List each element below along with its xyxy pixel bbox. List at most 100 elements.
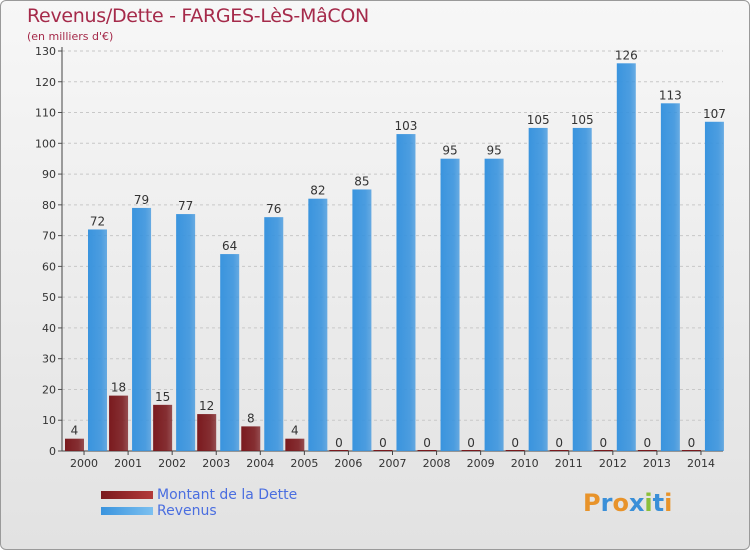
x-tick-label: 2005 xyxy=(290,457,318,470)
x-tick-label: 2008 xyxy=(423,457,451,470)
logo-letter: r xyxy=(600,489,613,517)
bar-dette xyxy=(549,450,569,451)
bar-dette xyxy=(285,438,305,451)
bar-dette xyxy=(505,450,525,451)
x-tick-label: 2011 xyxy=(555,457,583,470)
data-label: 105 xyxy=(571,113,594,127)
x-tick-label: 2007 xyxy=(379,457,407,470)
data-label: 4 xyxy=(291,424,299,438)
data-label: 0 xyxy=(423,436,431,450)
bar-revenus xyxy=(220,254,240,451)
bar-revenus xyxy=(484,158,504,451)
y-tick-label: 120 xyxy=(35,76,56,89)
x-tick-label: 2010 xyxy=(511,457,539,470)
y-tick-label: 40 xyxy=(42,322,56,335)
legend-label-revenus: Revenus xyxy=(157,503,217,519)
x-tick-label: 2013 xyxy=(643,457,671,470)
bar-revenus xyxy=(352,189,372,451)
data-label: 103 xyxy=(395,119,418,133)
bar-revenus xyxy=(308,198,328,451)
bar-revenus xyxy=(572,127,592,451)
bar-dette xyxy=(153,404,173,451)
data-label: 64 xyxy=(222,239,237,253)
data-label: 76 xyxy=(266,202,281,216)
y-tick-label: 60 xyxy=(42,260,56,273)
data-label: 95 xyxy=(442,144,457,158)
legend: Montant de la Dette Revenus xyxy=(101,487,297,519)
bar-dette xyxy=(417,450,437,451)
logo-letter: P xyxy=(583,489,601,517)
x-tick-label: 2006 xyxy=(334,457,362,470)
bar-dette xyxy=(65,438,84,451)
bar-revenus xyxy=(132,207,152,451)
legend-swatch-dette xyxy=(101,491,153,499)
bar-dette xyxy=(241,426,261,451)
data-label: 113 xyxy=(659,88,682,102)
logo-letter: t xyxy=(652,489,665,517)
bar-dette xyxy=(329,450,349,451)
data-label: 107 xyxy=(703,107,726,121)
data-label: 0 xyxy=(511,436,519,450)
x-tick-label: 2012 xyxy=(599,457,627,470)
x-tick-label: 2004 xyxy=(246,457,274,470)
x-tick-label: 2000 xyxy=(70,457,98,470)
y-tick-label: 80 xyxy=(42,199,56,212)
data-label: 82 xyxy=(310,184,325,198)
bar-revenus xyxy=(176,214,196,451)
data-label: 0 xyxy=(599,436,607,450)
legend-label-dette: Montant de la Dette xyxy=(157,487,298,503)
data-label: 0 xyxy=(555,436,563,450)
logo-letter: i xyxy=(644,489,653,517)
y-tick-label: 0 xyxy=(49,445,56,458)
y-tick-label: 70 xyxy=(42,230,56,243)
bar-dette xyxy=(637,450,657,451)
data-label: 85 xyxy=(354,174,369,188)
y-tick-label: 20 xyxy=(42,383,56,396)
bar-dette xyxy=(109,395,129,451)
bar-dette xyxy=(197,414,217,451)
bar-dette xyxy=(373,450,393,451)
data-label: 77 xyxy=(178,199,193,213)
data-label: 12 xyxy=(199,399,214,413)
bar-revenus xyxy=(528,127,548,451)
y-tick-label: 100 xyxy=(35,137,56,150)
bar-revenus xyxy=(88,229,107,451)
data-label: 15 xyxy=(155,390,170,404)
proxiti-logo: Proxiti xyxy=(583,489,672,517)
data-label: 0 xyxy=(379,436,387,450)
data-label: 105 xyxy=(527,113,550,127)
y-tick-label: 50 xyxy=(42,291,56,304)
y-tick-label: 110 xyxy=(35,107,56,120)
data-label: 72 xyxy=(90,214,105,228)
bar-revenus xyxy=(440,158,460,451)
chart-subtitle: (en milliers d'€) xyxy=(27,30,114,43)
y-tick-label: 130 xyxy=(35,45,56,58)
bar-revenus xyxy=(396,134,416,452)
y-tick-label: 10 xyxy=(42,414,56,427)
logo-letter: i xyxy=(664,489,673,517)
logo-letter: x xyxy=(628,489,645,517)
legend-item-revenus: Revenus xyxy=(101,503,297,519)
bar-dette xyxy=(681,450,701,451)
bar-revenus xyxy=(264,217,284,451)
legend-swatch-revenus xyxy=(101,507,153,515)
bar-revenus xyxy=(660,103,680,452)
data-label: 4 xyxy=(71,424,79,438)
data-label: 0 xyxy=(688,436,696,450)
chart-title: Revenus/Dette - FARGES-LèS-MâCON xyxy=(27,5,369,27)
data-label: 79 xyxy=(134,193,149,207)
legend-item-dette: Montant de la Dette xyxy=(101,487,297,503)
x-tick-label: 2014 xyxy=(687,457,715,470)
data-label: 95 xyxy=(486,144,501,158)
x-tick-label: 2001 xyxy=(114,457,142,470)
data-label: 18 xyxy=(111,381,126,395)
data-label: 0 xyxy=(467,436,475,450)
x-tick-label: 2002 xyxy=(158,457,186,470)
bar-revenus xyxy=(616,63,636,452)
x-tick-label: 2003 xyxy=(202,457,230,470)
x-tick-label: 2009 xyxy=(467,457,495,470)
data-label: 0 xyxy=(644,436,652,450)
y-tick-label: 90 xyxy=(42,168,56,181)
